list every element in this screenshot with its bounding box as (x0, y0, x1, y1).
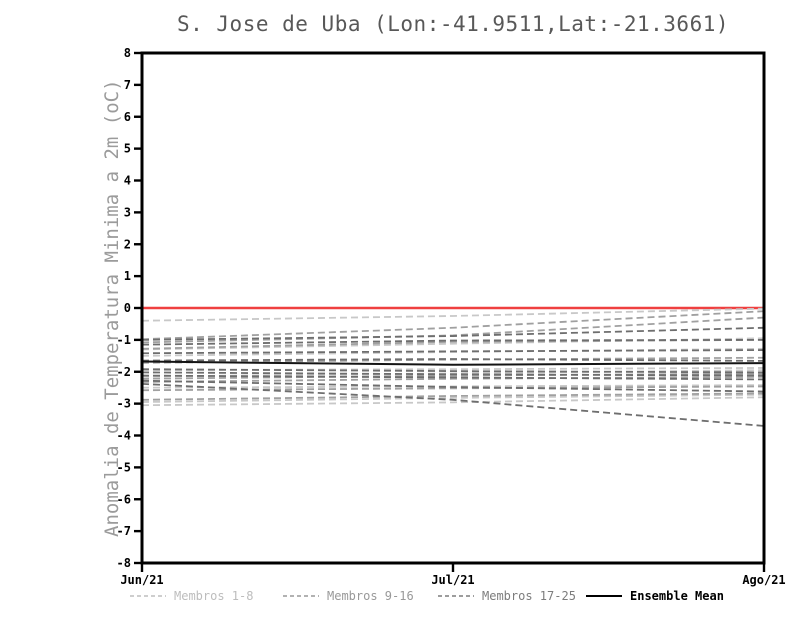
ensemble-member-line (141, 358, 765, 362)
ensemble-member-line (141, 349, 765, 355)
member-group-3 (141, 326, 765, 427)
y-tick-label: -6 (117, 492, 131, 506)
legend-item-membros-17-25: Membros 17-25 (438, 586, 576, 606)
legend-item-membros-1-8: Membros 1-8 (130, 586, 253, 606)
ensemble-member-line (141, 368, 765, 374)
y-tick-label: 2 (124, 237, 131, 251)
y-tick-label: -8 (117, 556, 131, 570)
y-tick-label: 8 (124, 46, 131, 60)
ensemble-member-line (141, 374, 765, 381)
y-tick-label: 1 (124, 269, 131, 283)
ensemble-member-line (141, 375, 765, 383)
y-tick-label: -3 (117, 397, 131, 411)
y-tick-label: -7 (117, 524, 131, 538)
legend-label: Ensemble Mean (630, 589, 724, 603)
ensemble-member-line (141, 371, 765, 377)
legend-label: Membros 17-25 (482, 589, 576, 603)
legend-item-membros-9-16: Membros 9-16 (283, 586, 414, 606)
ensemble-member-line (141, 393, 765, 403)
y-tick-label: -4 (117, 429, 131, 443)
y-axis-ticks: 8 7 6 5 4 3 2 1 0 -1 -2 -3 -4 -5 -6 -7 -8 (117, 46, 142, 570)
solid-line-icon (586, 595, 622, 597)
chart-title: S. Jose de Uba (Lon:-41.9511,Lat:-21.366… (176, 12, 729, 36)
ensemble-member-line (141, 326, 765, 341)
x-tick-label: Jul/21 (431, 573, 474, 587)
y-tick-label: 0 (124, 301, 131, 315)
y-tick-label: -1 (117, 333, 131, 347)
y-tick-label: 3 (124, 205, 131, 219)
dashed-line-icon (130, 595, 166, 597)
ensemble-member-line (141, 310, 765, 341)
y-tick-label: 6 (124, 110, 131, 124)
ensemble-member-line (141, 392, 765, 401)
ensemble-member-line (141, 307, 765, 322)
dashed-line-icon (438, 595, 474, 597)
chart-legend: Membros 1-8 Membros 9-16 Membros 17-25 Ense… (0, 586, 800, 610)
x-tick-label: Ago/21 (742, 573, 785, 587)
ensemble-member-line (141, 338, 765, 346)
legend-item-ensemble-mean: Ensemble Mean (586, 586, 724, 606)
ensemble-member-line (141, 382, 765, 427)
x-tick-label: Jun/21 (120, 573, 163, 587)
y-tick-label: 4 (124, 174, 131, 188)
y-tick-label: -5 (117, 460, 131, 474)
legend-label: Membros 9-16 (327, 589, 414, 603)
dashed-line-icon (283, 595, 319, 597)
y-tick-label: -2 (117, 365, 131, 379)
legend-label: Membros 1-8 (174, 589, 254, 603)
ensemble-mean-line (141, 360, 765, 366)
y-tick-label: 7 (124, 78, 131, 92)
x-axis-ticks: Jun/21 Jul/21 Ago/21 (120, 563, 786, 587)
ensemble-member-line (141, 379, 765, 393)
ensemble-member-line (141, 396, 765, 407)
y-tick-label: 5 (124, 142, 131, 156)
